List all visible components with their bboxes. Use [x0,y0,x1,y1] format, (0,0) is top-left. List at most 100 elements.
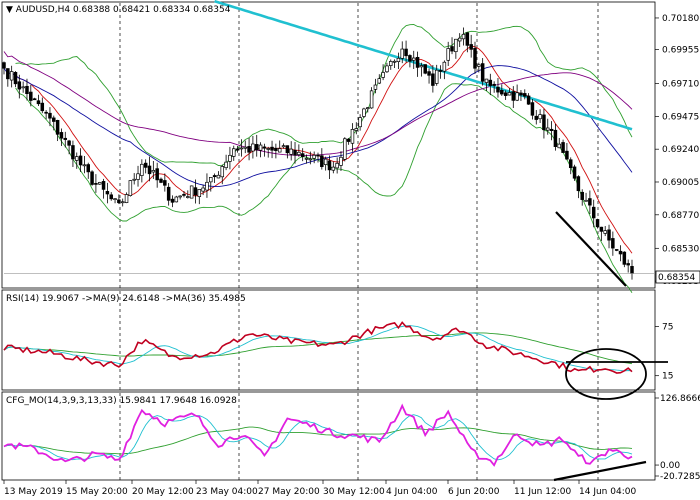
candle-body [132,178,136,181]
candle-body [622,251,627,265]
candle-body [151,170,156,173]
candle-body [618,250,623,255]
candle-body [576,176,581,192]
candle-body [469,44,473,50]
candle-body [159,178,163,183]
candle-body [588,198,592,206]
candle-body [55,119,60,135]
mo-tick-label: 0.00 [660,461,680,471]
candle-body [572,166,577,179]
candle-body [9,71,14,81]
candle-body [97,182,102,185]
candle-body [503,92,508,96]
price-tick-label: 0.69955 [662,45,699,55]
candle-body [500,90,504,95]
candle-body [523,93,527,97]
candle-body [32,98,37,101]
candle-body [312,154,316,159]
candle-body [446,48,450,61]
candle-body [140,163,144,176]
candle-body [346,138,351,142]
candle-body [323,158,328,165]
candle-body [607,229,611,241]
candle-body [266,148,270,150]
rsi-axis: 75 15 [655,323,673,382]
candle-body [247,146,251,153]
collapse-triangle-icon[interactable]: ▼ [6,5,16,15]
candle-body [232,148,236,157]
mo-line [3,403,633,467]
candle-body [568,159,573,169]
candle-body [614,249,619,251]
candle-body [170,198,175,203]
price-tick-label: 0.69240 [662,145,699,155]
candle-body [63,137,68,140]
time-tick-label: 6 Jun 20:00 [448,487,500,497]
candle-body [308,158,313,161]
trend-line-price [555,211,627,287]
candle-body [86,164,90,173]
candle-body [434,69,439,84]
price-panel [2,0,654,294]
price-axis: 0.70180 0.69955 0.69710 0.69475 0.69240 0.690… [655,14,699,287]
candle-body [377,78,382,84]
candle-body [415,56,420,68]
candle-body [404,48,408,57]
candle-body [385,65,389,73]
low-readout: 0.68334 [153,5,190,15]
rsi-panel-frame [1,289,656,391]
time-tick-label: 14 Jun 04:00 [579,487,636,497]
candle-body [262,146,267,149]
candle-body [220,166,225,178]
candle-body [105,191,110,195]
mo-signal-fast [3,414,633,461]
price-tick-label: 0.70180 [662,14,699,24]
candle-body [212,175,217,178]
candle-body [461,33,466,40]
candle-body [239,147,244,150]
candle-body [274,147,278,151]
candle-body [304,157,309,160]
candle-body [530,102,535,116]
candle-body [511,91,516,101]
candle-body [285,145,290,154]
candle-body [13,71,18,85]
candle-body [258,144,263,151]
candle-body [427,71,431,76]
mo-axis: 126.8666 0.00-20.7285 [655,394,700,482]
rsi-tick-label: 15 [662,372,673,382]
candle-body [48,112,52,119]
time-tick-label: 23 May 04:00 [196,487,258,497]
candle-body [599,226,604,232]
candle-body [109,194,113,200]
candle-body [565,150,569,160]
candle-body [492,83,496,86]
candle-body [67,140,71,146]
candle-body [584,199,588,202]
candle-body [120,201,125,204]
rsi-panel [3,321,633,374]
candle-body [186,196,190,198]
candle-body [320,155,324,167]
candle-body [488,79,493,86]
price-tick-label: 0.68530 [662,244,699,254]
candle-body [419,65,424,68]
candle-body [163,180,167,186]
time-tick-label: 4 Jun 04:00 [386,487,438,497]
candle-body [626,263,630,266]
candle-body [40,102,45,112]
candle-body [289,148,293,155]
candle-body [52,117,56,122]
rsi-ellipse-annotation [565,348,647,400]
candle-body [611,238,615,249]
candle-body [128,180,133,196]
candle-body [17,81,22,90]
candle-body [293,149,297,156]
candle-body [411,57,416,61]
candle-body [457,37,462,42]
candle-body [36,100,41,105]
candle-body [143,162,148,168]
rsi-title: RSI(14) 19.9067 ->MA(9) 24.6148 ->MA(36)… [6,294,246,304]
mo-tick-label: 126.8666 [660,394,700,404]
candle-body [350,129,355,144]
